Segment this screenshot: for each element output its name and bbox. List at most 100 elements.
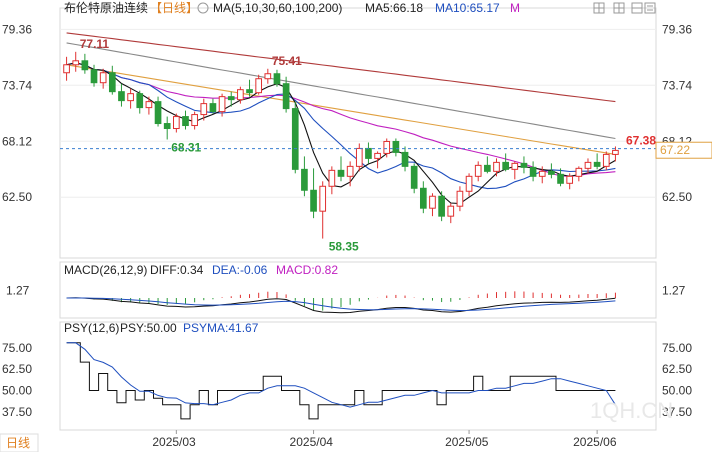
candle-body [355, 147, 363, 167]
candle [511, 161, 519, 180]
candle-body [182, 116, 189, 127]
candle-body [108, 72, 116, 93]
candle [163, 116, 171, 140]
candle-body [511, 162, 519, 170]
more-ma-icon[interactable]: M [510, 1, 520, 15]
candle [438, 191, 445, 222]
ma-label: MA(5,10,30,60,100,200) [213, 1, 342, 15]
macd-indicator: 1.27 1.27 [6, 283, 686, 314]
candle-body [319, 185, 327, 212]
candle [484, 156, 491, 174]
candle [584, 158, 592, 174]
candle-body [81, 60, 89, 71]
high1-label: 77.11 [80, 37, 110, 51]
candle [548, 163, 555, 179]
toolbar-icons [593, 2, 656, 14]
candle [246, 79, 253, 97]
x-tick-label: 2025/06 [573, 435, 617, 449]
macd-tick-left: 1.27 [6, 283, 30, 297]
psy-title: PSY(12,6) [64, 321, 119, 335]
candle-body [301, 168, 308, 191]
psy-tick-left: 50.00 [2, 384, 32, 398]
candle-body [474, 164, 482, 177]
ma5-label: MA5:66.18 [365, 1, 423, 15]
candle-body [502, 161, 509, 170]
candle-body [200, 103, 208, 116]
candle [328, 166, 336, 195]
candle [392, 138, 400, 157]
candle-body [584, 161, 592, 169]
price-tick-label-right: 79.36 [662, 22, 692, 36]
candle [520, 156, 528, 174]
candle-body [419, 187, 427, 209]
candle [456, 186, 464, 212]
candle [575, 166, 583, 182]
candle [401, 146, 409, 172]
candle [108, 65, 116, 95]
x-tick-label: 2025/04 [290, 435, 334, 449]
candle [291, 101, 299, 174]
candle [145, 96, 153, 115]
current-price-box [655, 141, 712, 159]
candle-body [520, 162, 528, 168]
candle [81, 53, 89, 74]
macd-value: MACD:0.82 [276, 263, 338, 277]
candle [493, 158, 500, 177]
candle [227, 91, 235, 107]
candle-body [410, 165, 418, 189]
x-tick-label: 2025/03 [152, 435, 196, 449]
psy-tick-left: 37.50 [2, 405, 32, 419]
period-button[interactable]: 日线 [0, 433, 39, 453]
candle [237, 86, 244, 104]
price-annotations: 77.11 68.31 75.41 58.35 67.38 67.22 [60, 37, 712, 254]
list-icon[interactable] [644, 2, 656, 14]
candle [529, 161, 537, 182]
period-button-label[interactable]: 日线 [6, 436, 30, 450]
candle-body [456, 190, 464, 207]
period-label[interactable]: 【日线】 [150, 1, 198, 15]
candle-body [612, 149, 619, 155]
psy-tick-left: 62.50 [2, 362, 32, 376]
ma60-line [66, 64, 616, 155]
candle-body [154, 101, 162, 125]
candle-body [566, 175, 574, 184]
psy-tick-right: 62.50 [662, 362, 692, 376]
psy-tick-right: 50.00 [662, 384, 692, 398]
psy-tick-right: 75.00 [662, 341, 692, 355]
candle [63, 56, 70, 81]
candle [127, 88, 134, 109]
price-tick-label-right: 73.74 [662, 78, 692, 92]
candle-body [484, 164, 491, 172]
current-price-label: 67.22 [660, 143, 690, 157]
candle-body [429, 195, 436, 209]
psy-tick-right: 37.50 [662, 405, 692, 419]
candle [337, 156, 345, 182]
psyma-value: PSYMA:41.67 [183, 321, 259, 335]
candle [502, 153, 509, 172]
candle-body [163, 123, 171, 130]
macd-dea: DEA:-0.06 [212, 263, 268, 277]
candle-body [191, 114, 198, 127]
candle [200, 98, 208, 121]
candle-body [447, 205, 455, 217]
candle [319, 181, 327, 239]
candle [602, 151, 610, 171]
candle [310, 168, 317, 219]
settings-icon[interactable] [197, 2, 209, 14]
psy-line [66, 342, 616, 420]
candle-body [493, 161, 500, 172]
candle [410, 163, 418, 194]
macd-dea-line [66, 297, 616, 312]
candle [255, 74, 263, 95]
candle-body [136, 93, 144, 109]
psy-panel-border [59, 321, 657, 431]
candle [419, 181, 427, 214]
candle [72, 51, 80, 72]
candle [355, 143, 363, 172]
candle [136, 90, 144, 114]
candle-body [99, 72, 107, 84]
ma5-line [66, 62, 616, 205]
candle-body [438, 195, 445, 217]
candle-body [529, 166, 537, 177]
